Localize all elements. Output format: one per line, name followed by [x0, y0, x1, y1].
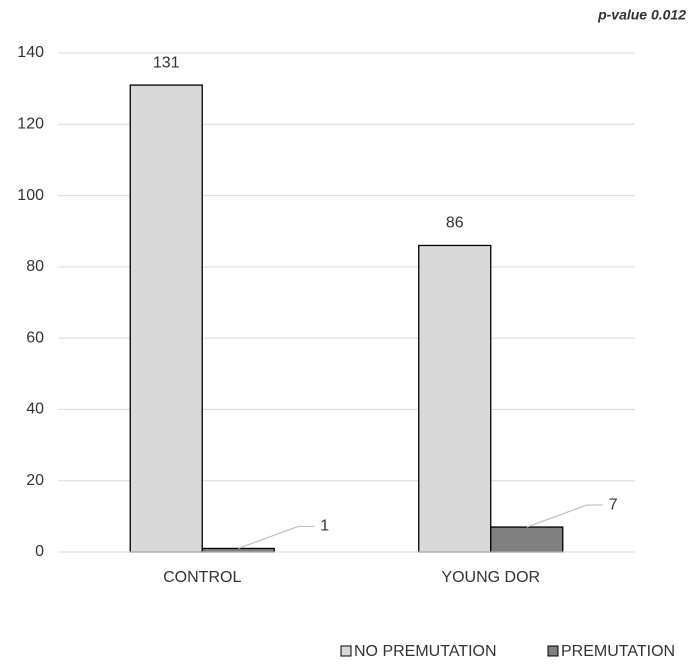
data-label: 1 [320, 518, 329, 535]
y-tick-label: 100 [17, 187, 44, 204]
y-tick-label: 120 [17, 116, 44, 133]
data-label: 86 [446, 215, 464, 232]
y-tick-label: 0 [35, 543, 44, 560]
legend-label: PREMUTATION [561, 643, 675, 660]
legend-swatch [547, 645, 559, 657]
y-tick-label: 80 [26, 258, 44, 275]
y-tick-label: 60 [26, 329, 44, 346]
annotation: p-value 0.012 [597, 7, 686, 23]
y-tick-label: 40 [26, 401, 44, 418]
data-label: 7 [609, 496, 618, 513]
bar [201, 547, 275, 553]
y-tick-label: 20 [26, 472, 44, 489]
legend-label: NO PREMUTATION [354, 643, 497, 660]
bar [490, 526, 564, 553]
y-tick-label: 140 [17, 44, 44, 61]
leader-line [526, 504, 603, 528]
leader-line [238, 525, 315, 549]
legend-swatch [340, 645, 352, 657]
x-tick-label: YOUNG DOR [441, 569, 540, 586]
data-label: 131 [153, 54, 180, 71]
bar [418, 244, 492, 553]
bar [129, 84, 203, 553]
x-tick-label: CONTROL [163, 569, 241, 586]
